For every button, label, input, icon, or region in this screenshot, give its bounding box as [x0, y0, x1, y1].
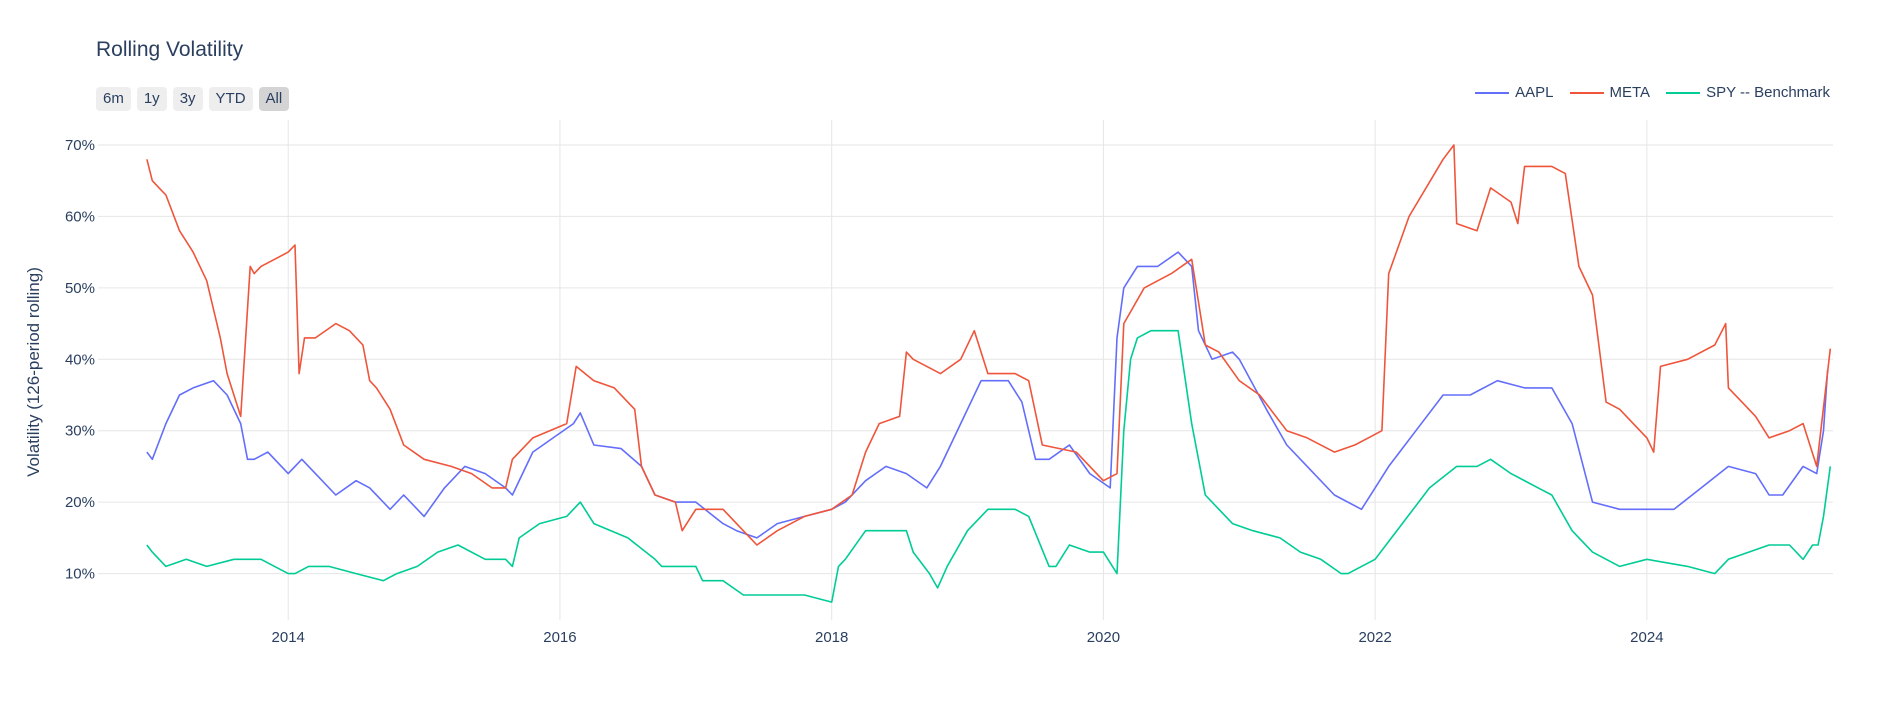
- x-tick-label: 2016: [543, 629, 576, 646]
- y-tick-label: 20%: [65, 494, 95, 511]
- legend-item-spy[interactable]: SPY -- Benchmark: [1666, 84, 1830, 101]
- range-button-3y[interactable]: 3y: [172, 87, 203, 111]
- series-line-aapl: [146, 251, 1829, 539]
- legend-label-meta: META: [1609, 84, 1651, 101]
- series-line-spy-benchmark: [146, 329, 1832, 603]
- legend-item-meta[interactable]: META: [1569, 84, 1651, 101]
- chart-title: Rolling Volatility: [96, 38, 244, 61]
- legend-item-aapl[interactable]: AAPL: [1475, 84, 1554, 101]
- x-tick-label: 2022: [1358, 629, 1391, 646]
- legend: AAPL META SPY -- Benchmark: [1475, 84, 1830, 101]
- y-tick-label: 60%: [65, 208, 95, 225]
- legend-label-aapl: AAPL: [1515, 84, 1554, 101]
- series-line-meta: [146, 144, 1832, 546]
- range-button-all[interactable]: All: [258, 87, 290, 111]
- x-tick-label: 2024: [1630, 629, 1663, 646]
- legend-label-spy: SPY -- Benchmark: [1706, 84, 1830, 101]
- y-tick-label: 10%: [65, 566, 95, 583]
- range-selector: 6m 1y 3y YTD All: [96, 87, 290, 111]
- x-tick-label: 2020: [1087, 629, 1120, 646]
- y-tick-label: 70%: [65, 137, 95, 154]
- legend-swatch-aapl: [1475, 91, 1510, 94]
- legend-swatch-spy: [1666, 91, 1701, 94]
- range-button-6m[interactable]: 6m: [96, 87, 131, 111]
- y-tick-label: 50%: [65, 280, 95, 297]
- legend-swatch-meta: [1569, 91, 1604, 94]
- y-tick-label: 30%: [65, 423, 95, 440]
- x-tick-label: 2014: [272, 629, 305, 646]
- x-tick-label: 2018: [815, 629, 848, 646]
- y-tick-label: 40%: [65, 351, 95, 368]
- range-button-ytd[interactable]: YTD: [208, 87, 253, 111]
- y-axis-label: Volatility (126-period rolling): [24, 267, 43, 477]
- range-button-1y[interactable]: 1y: [136, 87, 167, 111]
